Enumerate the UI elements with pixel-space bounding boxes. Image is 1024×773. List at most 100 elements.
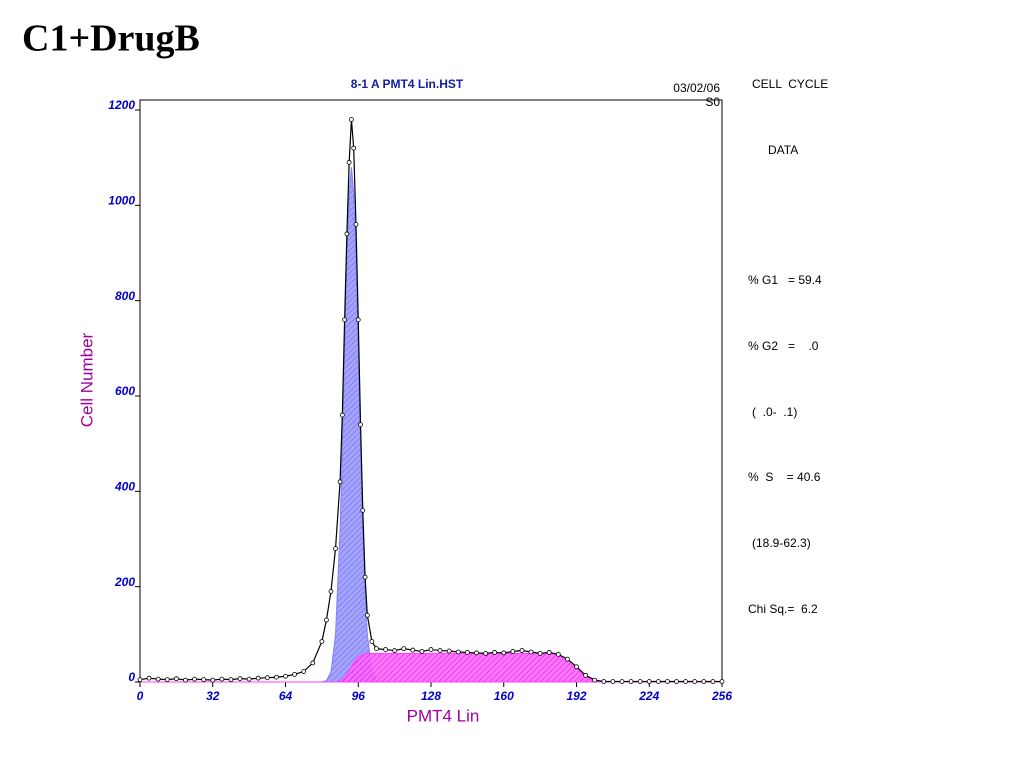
data-point [537,651,543,656]
data-point [310,660,316,666]
x-tick-label: 64 [279,689,293,703]
data-point [324,617,329,623]
fit-area [140,652,722,683]
cell-cycle-stat: CELL CYCLE [752,77,828,91]
data-point [446,648,452,654]
data-point [665,679,670,684]
page-title: C1+DrugB [22,18,200,60]
data-point [210,677,216,683]
data-point [319,639,325,644]
x-tick-label: 160 [494,689,514,703]
data-point [710,679,716,684]
cell-cycle-stat: ( .0- .1) [752,405,797,419]
data-point [333,546,338,551]
data-point [719,679,725,684]
data-point [455,649,461,655]
data-point [383,647,388,652]
x-tick-label: 96 [352,689,366,703]
data-point [555,651,561,657]
x-tick-label: 224 [638,689,659,703]
data-point [428,647,434,652]
data-point [583,672,588,678]
data-point [192,676,197,682]
data-point [601,679,607,684]
data-point [474,650,479,656]
data-point [392,648,398,653]
data-point [565,656,570,662]
x-tick-label: 32 [206,689,220,703]
data-point [419,649,425,654]
data-point [619,679,625,684]
y-tick-label: 800 [115,289,135,303]
data-point [274,674,279,680]
data-point [519,648,525,653]
data-point [437,648,443,653]
data-point [344,231,350,237]
data-point [546,650,552,655]
data-point [346,160,352,165]
data-point [355,317,361,323]
y-axis-label: Cell Number [77,332,96,427]
data-point [237,676,243,682]
data-point [353,221,359,227]
data-point [492,650,498,655]
chart-date: 03/02/06 [673,81,720,95]
data-point [592,677,598,683]
data-point [337,479,343,485]
data-point [374,646,379,652]
data-point [255,675,261,681]
data-point [510,649,516,654]
data-point [528,649,534,655]
data-point [173,676,179,682]
y-tick-label: 1200 [108,98,135,112]
chart-tag: S0 [705,95,720,109]
chart-title: 8-1 A PMT4 Lin.HST [351,77,464,91]
data-point [401,646,407,652]
data-point [360,507,366,513]
data-point [164,677,170,683]
data-point [228,677,234,683]
data-point [362,574,368,580]
data-point [351,145,357,151]
data-point [342,317,348,323]
data-point [610,679,616,684]
data-point [219,676,225,682]
data-point [483,651,488,656]
data-point [358,422,363,428]
plot-frame [139,99,723,683]
data-point [369,639,375,644]
data-point [501,650,507,656]
data-point [155,676,161,682]
y-tick-label: 400 [114,480,135,494]
data-point [364,612,370,618]
y-tick-label: 600 [115,384,135,398]
data-point [464,650,470,655]
y-tick-label: 1000 [108,194,135,208]
data-point [637,679,643,684]
x-tick-label: 128 [421,689,441,703]
x-tick-label: 0 [137,689,144,703]
data-point [701,679,707,684]
data-point [628,679,634,684]
data-point [301,669,307,674]
data-point [201,677,207,683]
data-point [655,679,661,684]
data-point [646,679,652,684]
cell-cycle-stat: % G1 = 59.4 [748,273,822,287]
cell-cycle-stat: Chi Sq.= 6.2 [748,602,818,616]
data-point [183,677,188,683]
fit-area [140,167,722,683]
x-tick-label: 256 [711,689,732,703]
data-point [292,671,297,677]
data-point [339,412,345,418]
data-point [683,679,689,684]
data-point [264,675,270,681]
data-point [692,679,698,684]
cell-cycle-stat: (18.9-62.3) [752,536,811,550]
data-point [283,673,288,679]
cell-cycle-stat: % S = 40.6 [748,470,821,484]
cell-cycle-stat: % G2 = .0 [748,339,819,353]
data-point [246,676,252,682]
data-point [574,664,579,670]
